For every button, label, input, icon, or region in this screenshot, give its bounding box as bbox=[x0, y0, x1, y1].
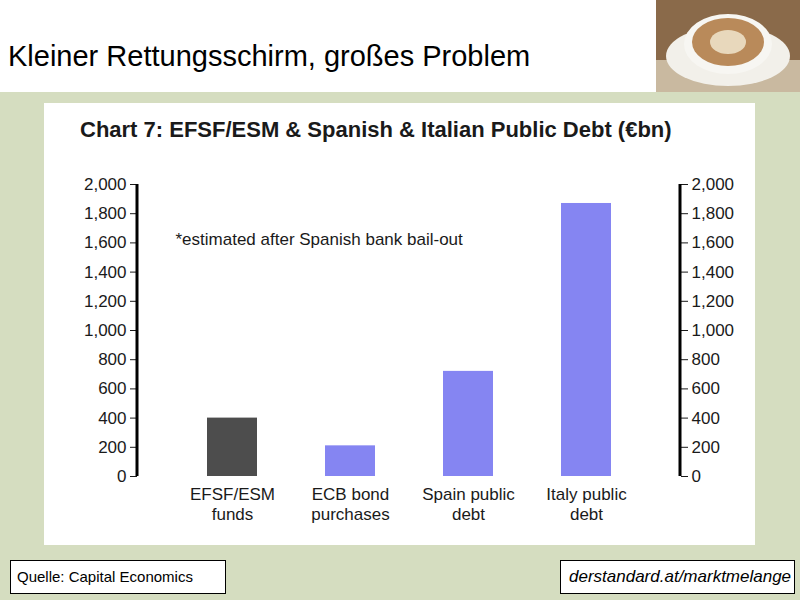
svg-text:1,000: 1,000 bbox=[84, 321, 127, 340]
svg-text:ECB bondpurchases: ECB bondpurchases bbox=[311, 485, 389, 524]
svg-text:2,000: 2,000 bbox=[84, 175, 127, 194]
svg-text:800: 800 bbox=[98, 350, 126, 369]
svg-text:1,400: 1,400 bbox=[84, 263, 127, 282]
svg-text:2,000: 2,000 bbox=[692, 175, 735, 194]
svg-text:400: 400 bbox=[98, 409, 126, 428]
svg-text:1,400: 1,400 bbox=[692, 263, 735, 282]
svg-text:0: 0 bbox=[692, 467, 701, 486]
svg-text:200: 200 bbox=[98, 438, 126, 457]
svg-text:1,200: 1,200 bbox=[84, 292, 127, 311]
svg-text:200: 200 bbox=[692, 438, 720, 457]
svg-text:1,800: 1,800 bbox=[84, 204, 127, 223]
html-text:Quelle: Capital Economics: Quelle: Capital Economics bbox=[17, 568, 193, 585]
svg-text:1,600: 1,600 bbox=[84, 233, 127, 252]
svg-text:1,200: 1,200 bbox=[692, 292, 735, 311]
svg-text:600: 600 bbox=[692, 379, 720, 398]
html-text:Kleiner Rettungsschirm, großes: Kleiner Rettungsschirm, großes Problem bbox=[8, 40, 531, 72]
html-text:derstandard.at/marktmelange: derstandard.at/marktmelange bbox=[569, 567, 792, 586]
svg-text:400: 400 bbox=[692, 409, 720, 428]
svg-text:800: 800 bbox=[692, 350, 720, 369]
svg-text:EFSF/ESMfunds: EFSF/ESMfunds bbox=[190, 485, 275, 524]
svg-text:1,600: 1,600 bbox=[692, 233, 735, 252]
svg-text:Spain publicdebt: Spain publicdebt bbox=[422, 485, 515, 524]
svg-text:1,000: 1,000 bbox=[692, 321, 735, 340]
svg-text:*estimated after Spanish bank: *estimated after Spanish bank bail-out bbox=[176, 230, 464, 249]
svg-text:Italy publicdebt: Italy publicdebt bbox=[546, 485, 627, 524]
svg-text:600: 600 bbox=[98, 379, 126, 398]
svg-text:0: 0 bbox=[117, 467, 126, 486]
html-text:Chart 7: EFSF/ESM & Spanish &: Chart 7: EFSF/ESM & Spanish & Italian Pu… bbox=[80, 117, 672, 142]
svg-text:1,800: 1,800 bbox=[692, 204, 735, 223]
